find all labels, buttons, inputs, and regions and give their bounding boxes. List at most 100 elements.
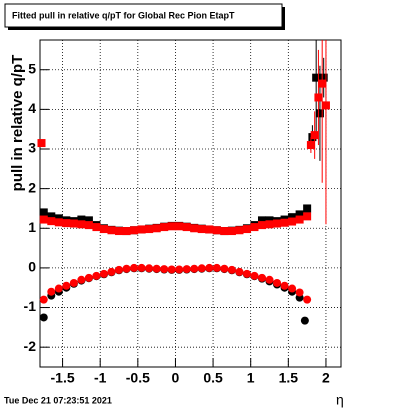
data-point [197, 225, 206, 234]
data-point [175, 222, 184, 231]
data-point [130, 226, 139, 235]
data-point [107, 226, 116, 235]
data-point [250, 223, 259, 232]
data-point [47, 217, 56, 226]
data-point [62, 281, 71, 290]
data-point [47, 212, 56, 221]
x-tick-label: 2 [322, 370, 330, 386]
data-point [288, 217, 297, 226]
title-box [4, 3, 283, 28]
data-point [205, 225, 214, 234]
data-point [295, 215, 304, 224]
data-point [303, 295, 312, 304]
data-point [220, 264, 229, 273]
data-point [212, 226, 221, 235]
data-point [303, 212, 312, 221]
data-point [235, 226, 244, 235]
data-point [145, 225, 154, 234]
data-point [227, 265, 236, 274]
data-point [300, 316, 309, 325]
data-point [303, 204, 312, 213]
data-point [77, 215, 86, 224]
data-point [205, 263, 214, 272]
data-point [54, 218, 63, 227]
y-tick-label: 1 [28, 219, 36, 235]
timestamp: Tue Dec 21 07:23:51 2021 [4, 395, 112, 405]
x-tick-label: 0 [172, 370, 180, 386]
data-point [84, 221, 93, 230]
data-point [160, 223, 169, 232]
y-tick-label: 3 [28, 140, 36, 156]
data-point [84, 273, 93, 282]
data-point [69, 278, 78, 287]
data-point [265, 220, 274, 229]
data-point [314, 93, 323, 102]
data-point [250, 271, 259, 280]
data-point [197, 264, 206, 273]
x-tick-label: 0.5 [203, 370, 223, 386]
data-point [295, 210, 304, 219]
plot-frame [39, 39, 342, 368]
data-point [39, 215, 48, 224]
y-tick-label: 4 [28, 100, 36, 116]
data-point [137, 225, 146, 234]
data-point [122, 227, 131, 236]
y-axis-label: pull in relative q/pT [9, 55, 26, 192]
data-point [242, 225, 251, 234]
x-tick-label: -1 [94, 370, 107, 386]
data-point [115, 265, 124, 274]
y-tick-label: -1 [24, 298, 37, 314]
data-point [265, 275, 274, 284]
data-point [182, 265, 191, 274]
data-point [220, 227, 229, 236]
data-point [107, 267, 116, 276]
data-point [152, 264, 161, 273]
x-axis-label: η [336, 392, 344, 408]
data-point [160, 265, 169, 274]
data-point [295, 288, 304, 297]
data-point [122, 264, 131, 273]
x-tick-label: -1.5 [51, 370, 75, 386]
data-point [130, 263, 139, 272]
data-point [235, 267, 244, 276]
data-point [37, 139, 46, 148]
data-point [227, 227, 236, 236]
y-tick-label: 2 [28, 179, 36, 195]
x-tick-label: 1 [247, 370, 255, 386]
data-point [315, 109, 324, 118]
data-point [145, 264, 154, 273]
data-point [280, 218, 289, 227]
data-point [92, 271, 101, 280]
data-point [47, 287, 56, 296]
data-point [212, 263, 221, 272]
data-point [190, 224, 199, 233]
x-tick-label: 1.5 [279, 370, 299, 386]
data-point [175, 265, 184, 274]
x-tick-label: -0.5 [126, 370, 150, 386]
y-tick-label: 0 [28, 259, 36, 275]
data-point [257, 221, 266, 230]
data-point [273, 278, 282, 287]
data-point [99, 225, 108, 234]
y-tick-label: 5 [28, 60, 36, 76]
y-tick-label: -2 [24, 338, 37, 354]
data-point [152, 224, 161, 233]
chart-title: Fitted pull in relative q/pT for Global … [12, 10, 235, 20]
data-point [242, 269, 251, 278]
data-point [137, 263, 146, 272]
data-point [39, 313, 48, 322]
data-point [310, 131, 319, 140]
data-point [62, 219, 71, 228]
data-point [273, 219, 282, 228]
data-point [77, 220, 86, 229]
data-point [99, 269, 108, 278]
data-point [92, 223, 101, 232]
data-point [321, 101, 330, 110]
data-point [54, 284, 63, 293]
data-point [319, 73, 328, 82]
data-point [280, 281, 289, 290]
data-point [318, 79, 327, 88]
data-point [167, 222, 176, 231]
data-point [39, 295, 48, 304]
